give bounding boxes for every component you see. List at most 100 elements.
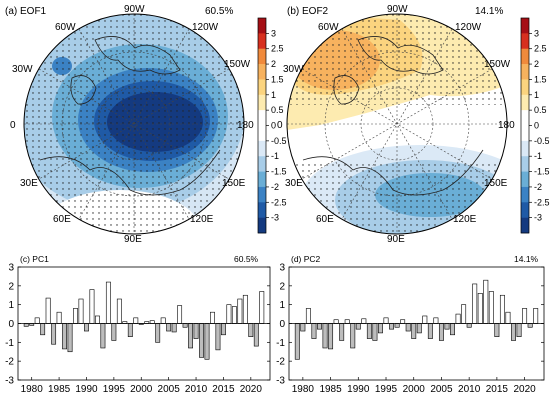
pc2-bar <box>400 319 406 324</box>
eof1-colorbar-label: -2.5 <box>271 197 287 207</box>
pc1-bar <box>78 298 84 324</box>
eof1-colorbar-swatch <box>258 217 266 234</box>
eof1-colorbar-swatch <box>258 125 266 142</box>
eof2-colorbar-swatch <box>521 202 529 218</box>
eof2-colorbar-swatch <box>521 217 529 234</box>
pc1-bar <box>73 308 78 324</box>
eof2-lon-label: 90W <box>387 4 408 15</box>
pc1-x-tick-label: 2000 <box>130 384 153 395</box>
eof2-coastline-north-america <box>357 36 444 75</box>
pc2-bar <box>488 291 494 324</box>
pc2-bar <box>522 308 528 324</box>
eof2-lon-label: 0 <box>277 120 283 131</box>
pc2-bar <box>505 311 511 324</box>
pc2-bar <box>405 323 411 332</box>
eof1-map-border <box>23 13 245 235</box>
eof1-colorbar-swatch <box>258 94 266 111</box>
pc1-bar <box>188 323 194 349</box>
eof1-colorbar-swatch <box>258 140 266 157</box>
eof1-colorbar-label: 0 <box>271 121 276 131</box>
eof2-map: (b) EOF2 14.1% <box>277 4 515 245</box>
pc2-bar <box>455 313 461 324</box>
pc2-bar <box>433 317 439 324</box>
pc1-bar <box>67 323 73 353</box>
pc1-bar <box>155 323 161 343</box>
eof1-colorbar-swatch <box>258 202 266 218</box>
pc2-bar <box>389 323 395 330</box>
pc1-y-tick-label: -1 <box>5 338 14 349</box>
eof2-colorbar-label: -2 <box>534 182 542 192</box>
pc1-x-tick-label: 2020 <box>240 384 263 395</box>
pc2-y-tick-label: -1 <box>276 338 285 349</box>
pc1-bar <box>248 323 254 337</box>
pc2-bar <box>294 323 300 360</box>
pc1-bar <box>56 311 62 324</box>
eof1-colorbar-label: -2 <box>271 182 279 192</box>
eof2-colorbar-swatch <box>521 171 529 188</box>
eof1-colorbar-label: -0.5 <box>271 136 287 146</box>
pc2-y-tick-label: 0 <box>279 319 285 330</box>
pc1-bar <box>253 323 259 347</box>
eof1-colorbar-swatch <box>258 186 266 203</box>
pc2-y-tick-label: 2 <box>279 281 285 292</box>
eof2-colorbar-swatch <box>521 156 529 172</box>
eof1-coastline-greenland <box>70 75 97 105</box>
pc2-bar <box>372 323 378 341</box>
eof1-lon-label: 150E <box>222 178 246 189</box>
eof2-colorbar-label: -1.5 <box>534 167 550 177</box>
eof1-colorbar-swatch <box>258 110 266 126</box>
eof1-lon-label: 90W <box>124 4 145 15</box>
eof2-lon-label: 30W <box>283 64 304 75</box>
eof1-lon-label: 60E <box>53 214 71 225</box>
pc2-bar <box>466 323 472 328</box>
pc2-bar <box>361 318 367 324</box>
pc1-y-tick-label: 3 <box>8 263 14 274</box>
eof1-lon-label: 60W <box>55 22 76 33</box>
pc1-chart: (c) PC1 60.5% 3 2 1 0 -1 -2 -3 1980 1985 1990 1995… <box>5 254 271 395</box>
pc1-bar <box>231 306 237 324</box>
pc1-x-tick-label: 1980 <box>21 384 44 395</box>
eof1-panel-label: (a) EOF1 <box>5 6 47 17</box>
pc1-bar <box>23 323 29 327</box>
pc2-bar <box>511 323 516 341</box>
pc1-bar <box>259 291 265 324</box>
pc2-bar <box>427 323 433 339</box>
pc1-bar <box>149 320 155 324</box>
eof2-lon-label: 60E <box>316 214 334 225</box>
pc1-title: (c) PC1 <box>20 254 49 264</box>
pc2-bar <box>416 323 422 334</box>
pc2-bar <box>350 323 356 349</box>
pc1-bar <box>40 323 46 336</box>
eof2-colorbar-swatch <box>521 110 529 126</box>
eof2-lon-label: 60W <box>318 22 339 33</box>
pc1-y-tick-label: 2 <box>8 281 14 292</box>
pc1-bar <box>62 323 68 350</box>
eof1-significance-stipple <box>24 14 244 234</box>
pc2-bar <box>328 323 334 350</box>
pc2-x-tick-label: 1995 <box>375 384 398 395</box>
eof1-coastline-north-america <box>94 36 181 75</box>
pc1-bar <box>237 298 243 324</box>
eof2-colorbar-label: -3 <box>534 213 542 223</box>
pc2-y-tick-label: -3 <box>276 376 285 387</box>
pc1-bar <box>182 323 188 328</box>
eof1-colorbar: 3 2.5 2 1.5 1 0.5 0 -0.5 -1 -1.5 -2 -2.5 -3 <box>257 17 287 234</box>
pc1-bar <box>160 317 166 324</box>
pc1-y-tick-label: 1 <box>8 300 14 311</box>
eof1-colorbar-swatch <box>258 171 266 188</box>
eof2-colorbar-label: 2.5 <box>534 44 547 54</box>
pc1-bar <box>177 305 183 324</box>
pc2-bar <box>422 315 428 324</box>
pc2-bar <box>344 319 350 324</box>
eof2-graticule <box>287 14 507 234</box>
pc2-bar <box>477 293 483 324</box>
pc2-bar <box>499 294 505 324</box>
pc2-bar <box>411 323 417 339</box>
eof1-lon-label: 120E <box>190 214 214 225</box>
eof2-panel-label: (b) EOF2 <box>287 6 329 17</box>
eof1-colorbar-label: 2 <box>271 59 276 69</box>
eof1-colorbar-label: 0.5 <box>271 105 284 115</box>
eof1-lon-label: 30E <box>20 178 38 189</box>
eof1-colorbar-label: 1.5 <box>271 74 284 84</box>
